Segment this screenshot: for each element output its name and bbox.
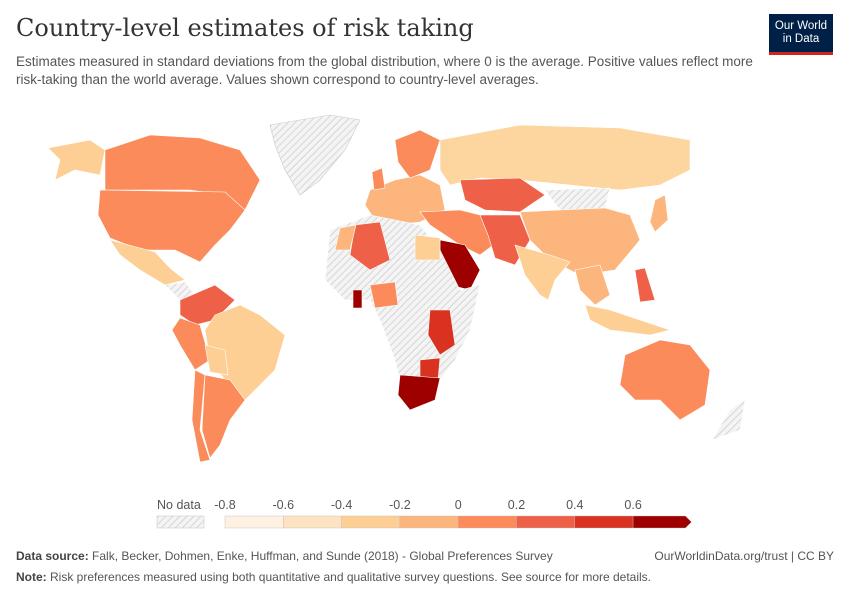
greenland[interactable] bbox=[269, 114, 361, 196]
legend-tick-label: -0.8 bbox=[214, 498, 236, 512]
russia[interactable] bbox=[439, 124, 691, 191]
chart-title: Country-level estimates of risk taking bbox=[16, 14, 474, 42]
legend-bin[interactable] bbox=[458, 515, 517, 529]
legend-tick-label: 0.2 bbox=[508, 498, 525, 512]
legend-tick-label: -0.6 bbox=[273, 498, 295, 512]
egypt[interactable] bbox=[414, 234, 441, 261]
legend-bin[interactable] bbox=[283, 515, 342, 529]
scandinavia[interactable] bbox=[394, 129, 441, 179]
uk[interactable] bbox=[371, 167, 386, 191]
data-source: Data source: Falk, Becker, Dohmen, Enke,… bbox=[16, 549, 553, 563]
ghana[interactable] bbox=[352, 289, 363, 309]
kazakhstan[interactable] bbox=[459, 177, 546, 213]
indonesia[interactable] bbox=[584, 304, 672, 336]
southeast-asia[interactable] bbox=[574, 264, 611, 306]
philippines[interactable] bbox=[634, 267, 656, 303]
no-data-label: No data bbox=[157, 498, 201, 512]
mexico[interactable] bbox=[109, 239, 186, 286]
usa[interactable] bbox=[97, 189, 246, 263]
legend-tick-label: 0 bbox=[455, 498, 462, 512]
legend-bin[interactable] bbox=[516, 515, 575, 529]
legend-bin[interactable] bbox=[574, 515, 634, 529]
note: Note: Risk preferences measured using bo… bbox=[16, 570, 652, 584]
legend-bin[interactable] bbox=[632, 515, 692, 529]
owid-logo[interactable]: Our World in Data bbox=[769, 14, 833, 55]
legend-tick-label: -0.4 bbox=[331, 498, 353, 512]
japan[interactable] bbox=[649, 194, 669, 233]
legend-bin[interactable] bbox=[224, 515, 284, 529]
legend-tick-label: 0.4 bbox=[566, 498, 583, 512]
world-map bbox=[47, 114, 746, 463]
legend-tick-label: 0.6 bbox=[624, 498, 641, 512]
source-link[interactable]: Falk, Becker, Dohmen, Enke, Huffman, and… bbox=[92, 549, 553, 563]
color-legend: No data -0.8 -0.6 -0.4 -0.2 0 0.2 0.4 0.6 bbox=[150, 496, 710, 537]
mongolia[interactable] bbox=[544, 187, 611, 211]
license-link[interactable]: OurWorldinData.org/trust | CC BY bbox=[654, 549, 834, 563]
kenya-tanzania[interactable] bbox=[427, 309, 456, 356]
bolivia[interactable] bbox=[204, 344, 229, 376]
legend-bin[interactable] bbox=[399, 515, 459, 529]
legend-bin[interactable] bbox=[341, 515, 401, 529]
turkey-iran[interactable] bbox=[419, 209, 501, 256]
australia[interactable] bbox=[619, 339, 711, 421]
chart-subtitle: Estimates measured in standard deviation… bbox=[16, 54, 753, 87]
argentina[interactable] bbox=[201, 374, 246, 459]
new-zealand[interactable] bbox=[711, 399, 746, 441]
morocco[interactable] bbox=[334, 224, 357, 251]
india[interactable] bbox=[514, 244, 571, 301]
nigeria[interactable] bbox=[369, 281, 399, 309]
peru[interactable] bbox=[171, 317, 211, 371]
no-data-swatch bbox=[156, 515, 205, 529]
south-africa[interactable] bbox=[397, 374, 441, 411]
legend-tick-label: -0.2 bbox=[389, 498, 411, 512]
alaska[interactable] bbox=[47, 139, 106, 181]
algeria[interactable] bbox=[349, 221, 391, 271]
canada[interactable] bbox=[104, 134, 261, 211]
